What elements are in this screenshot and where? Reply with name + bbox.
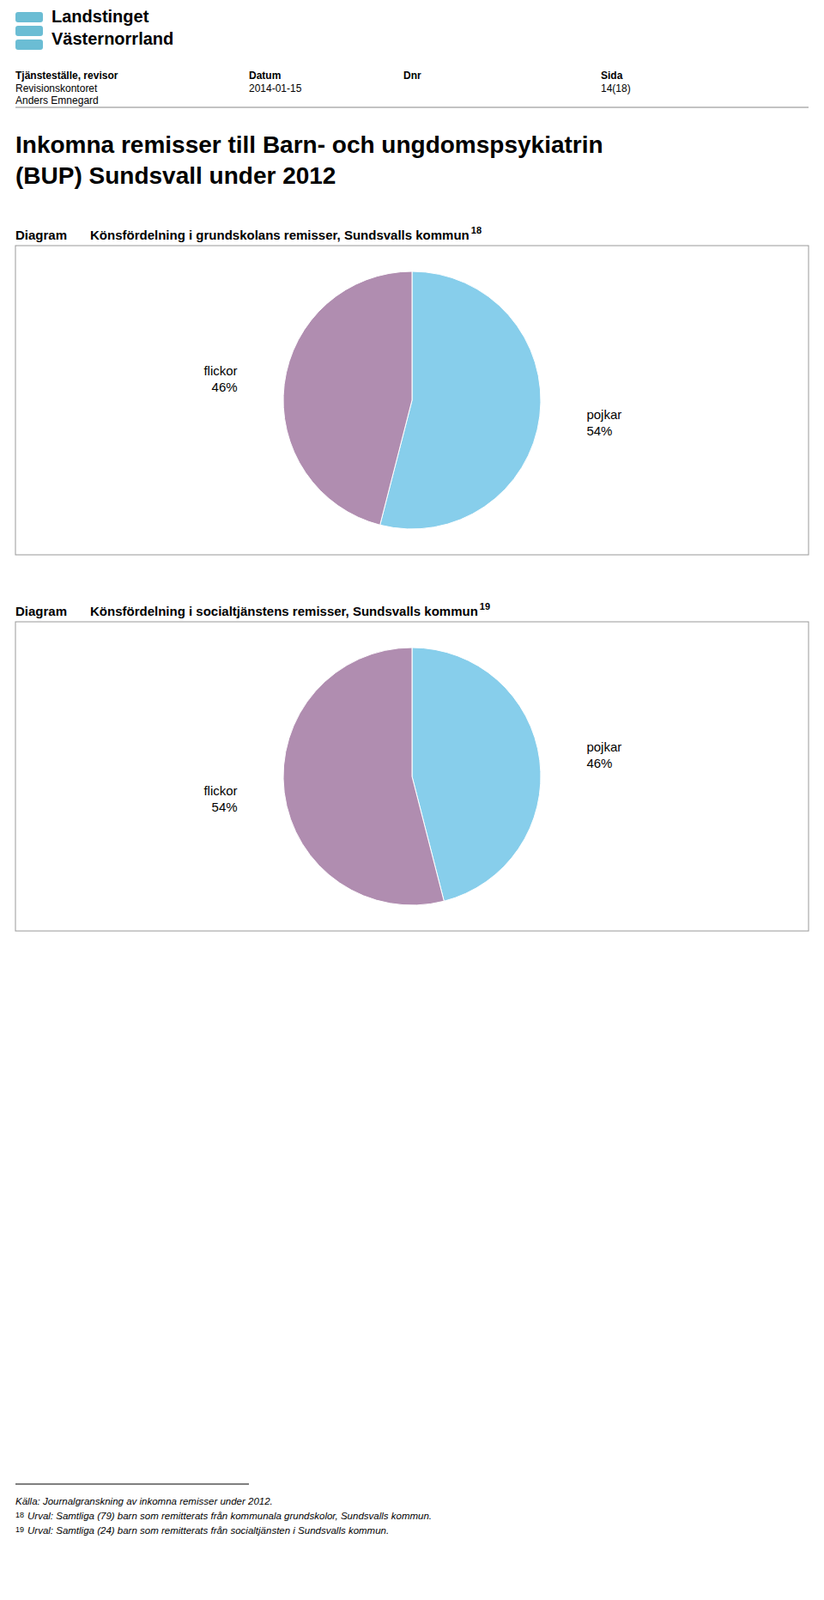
logo — [15, 12, 43, 50]
slice-label: pojkar — [586, 739, 622, 754]
data-label: 46% — [212, 379, 238, 394]
footnote: Urval: Samtliga (79) barn som remitterat… — [27, 1509, 432, 1521]
logo-wave — [15, 12, 43, 23]
header-text: Tjänsteställe, revisor — [15, 69, 119, 82]
footnote-marker: 18 — [15, 1509, 25, 1519]
header-text: 2014-01-15 — [248, 82, 303, 95]
page-title: (BUP) Sundsvall under 2012 — [15, 162, 336, 189]
header-text: Revisionskontoret — [15, 82, 98, 95]
data-label: 46% — [586, 755, 612, 770]
slice-label: flickor — [203, 363, 237, 378]
logo-text: Landstinget — [51, 6, 150, 26]
chart: Diagram Könsfördelning i socialtjänstens … — [15, 600, 809, 931]
chart-label: Diagram — [15, 603, 67, 618]
chart-box — [15, 245, 809, 555]
logo-wave — [15, 25, 43, 37]
chart: Diagram Könsfördelning i grundskolans rem… — [15, 224, 809, 555]
chart-label: Diagram — [15, 227, 67, 243]
pie-slice — [283, 647, 444, 905]
logo-wave — [15, 39, 43, 50]
logo-text: Västernorrland — [51, 29, 174, 49]
data-label: 54% — [586, 423, 612, 438]
header-text: Dnr — [403, 69, 422, 82]
page-title: Inkomna remisser till Barn- och ungdomsp… — [15, 131, 604, 158]
superscript: 18 — [471, 224, 482, 236]
data-label: 54% — [212, 799, 238, 814]
pie — [283, 271, 541, 529]
separator — [15, 107, 809, 109]
chart-title: Könsfördelning i socialtjänstens remisse… — [90, 603, 479, 618]
header-text: Sida — [600, 69, 624, 82]
page: Landstinget Västernorrland Tjänsteställe, … — [0, 0, 824, 1600]
footer-rule — [15, 1483, 249, 1485]
footnote-marker: 19 — [15, 1524, 25, 1533]
footnote: Urval: Samtliga (24) barn som remitterat… — [27, 1524, 389, 1535]
header-text: 14(18) — [600, 82, 631, 95]
chart-box — [15, 621, 809, 931]
slice-label: pojkar — [586, 406, 622, 422]
footer-source: Källa: Journalgranskning av inkomna remi… — [15, 1495, 273, 1506]
pie — [283, 647, 541, 905]
header-text: Datum — [248, 69, 281, 82]
header-text: Anders Emnegard — [15, 94, 99, 107]
chart-title: Könsfördelning i grundskolans remisser, … — [90, 227, 470, 243]
pie-slice — [283, 271, 412, 525]
superscript: 19 — [479, 600, 491, 612]
slice-label: flickor — [203, 782, 237, 798]
